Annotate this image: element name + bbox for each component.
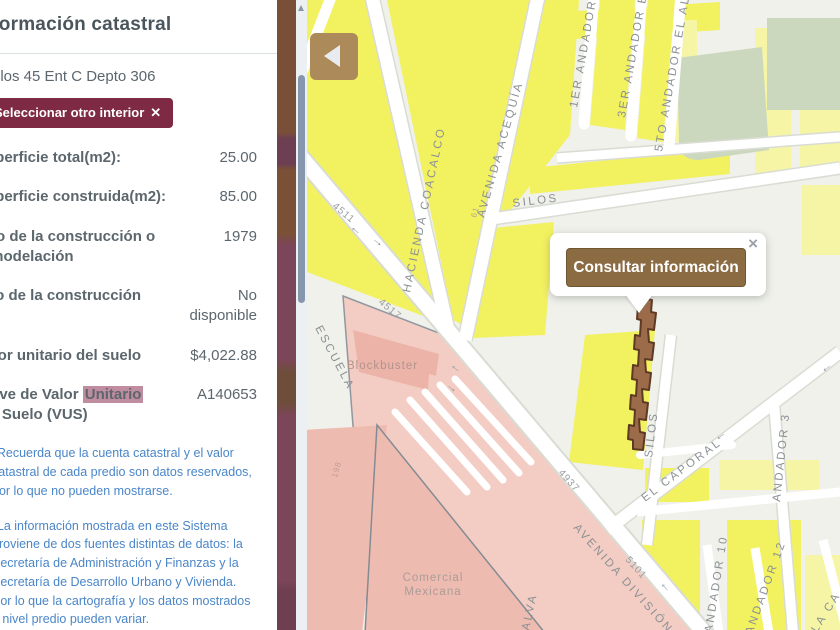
note-reserved-data: *Recuerda que la cuenta catastral y el v… — [0, 446, 252, 498]
field-value: $4,022.88 — [190, 346, 257, 364]
map-buildings — [719, 460, 819, 490]
svg-text:Comercial: Comercial — [403, 572, 464, 584]
map-edge-strip — [277, 0, 296, 630]
street-label-silos-h: SILOS — [512, 192, 560, 210]
field-label: Año de la construcción o remodelación — [0, 227, 156, 265]
map-parking-lanes — [391, 375, 535, 496]
collapse-panel-button[interactable] — [310, 33, 358, 80]
field-row-anio-construccion: Año de la construcción o remodelación 19… — [0, 227, 257, 268]
scroll-up-icon[interactable] — [298, 5, 304, 11]
map-block-yellow — [473, 222, 554, 338]
field-label: Superficie construida(m2): — [0, 188, 167, 206]
field-label: Clave de Valor Unitario del Suelo (VUS) — [0, 385, 144, 423]
select-other-interior-label: Seleccionar otro interior — [0, 105, 145, 120]
field-value: No disponible — [189, 287, 257, 325]
map-block-yellow — [307, 0, 447, 325]
field-row-clave-vus: Clave de Valor Unitario del Suelo (VUS) … — [0, 385, 257, 426]
map-block-yellow — [387, 0, 533, 330]
cadastral-map[interactable]: ← → ← → ← ← ← HACIENDA COACALCO AVENIDA … — [307, 0, 840, 630]
field-label: Valor unitario del suelo — [0, 346, 142, 364]
field-value: 25.00 — [219, 149, 257, 166]
map-park — [677, 47, 769, 160]
map-buildings — [802, 185, 840, 255]
field-row-uso-construccion: Uso de la construcción No disponible — [0, 286, 257, 327]
field-value: 85.00 — [219, 188, 257, 206]
close-icon: ✕ — [150, 105, 162, 120]
field-row-valor-unitario: Valor unitario del suelo $4,022.88 — [0, 346, 257, 366]
place-label-comercial-mexicana: Comercial Mexicana — [403, 572, 464, 598]
map-blockbuster-building — [353, 330, 439, 390]
search-highlight: Unitario — [82, 385, 144, 403]
title-divider — [0, 53, 277, 54]
map-buildings — [590, 0, 635, 130]
map-buildings — [637, 0, 675, 142]
field-label: Superficie total(m2): — [0, 149, 122, 166]
map-canvas: ← → ← → ← ← ← HACIENDA COACALCO AVENIDA … — [307, 0, 840, 630]
map-commercial-subzone — [307, 425, 387, 630]
chevron-left-icon — [324, 45, 340, 67]
close-icon[interactable]: × — [748, 234, 758, 253]
roads — [307, 0, 840, 630]
svg-text:Mexicana: Mexicana — [404, 586, 461, 598]
field-label: Uso de la construcción — [0, 287, 142, 304]
cadastral-info-panel: Información catastral Silos 45 Ent C Dep… — [0, 0, 277, 630]
note-data-sources: *La información mostrada en este Sistema… — [0, 518, 251, 627]
field-value: A140653 — [196, 385, 257, 403]
legal-notes: *Recuerda que la cuenta catastral y el v… — [0, 444, 277, 629]
field-value: 1979 — [223, 227, 257, 245]
map-commercial-subzone — [364, 423, 544, 630]
map-park — [767, 18, 840, 110]
select-other-interior-button[interactable]: Seleccionar otro interior ✕ — [0, 98, 174, 128]
street-label-silos-v: SILOS — [643, 411, 661, 459]
cadastral-fields: Superficie total(m2): 25.00 Superficie c… — [0, 148, 277, 425]
map-tooltip: × Consultar información — [550, 233, 766, 296]
map-block-yellow — [491, 0, 579, 218]
house-number: 61 — [469, 206, 481, 219]
andador-roads — [578, 0, 687, 153]
panel-scrollbar[interactable] — [296, 0, 307, 630]
consult-info-button[interactable]: Consultar información — [566, 248, 746, 287]
place-label-blockbuster: Blockbuster — [347, 360, 418, 372]
scrollbar-thumb[interactable] — [298, 75, 305, 303]
property-address: Silos 45 Ent C Depto 306 — [0, 68, 156, 85]
tooltip-pointer — [625, 294, 653, 313]
field-row-superficie-total: Superficie total(m2): 25.00 — [0, 148, 257, 168]
map-buildings — [530, 148, 730, 194]
field-row-superficie-construida: Superficie construida(m2): 85.00 — [0, 187, 257, 207]
selected-parcel[interactable] — [627, 297, 657, 451]
page-title: Información catastral — [0, 14, 172, 35]
house-number: 198 — [330, 460, 343, 478]
